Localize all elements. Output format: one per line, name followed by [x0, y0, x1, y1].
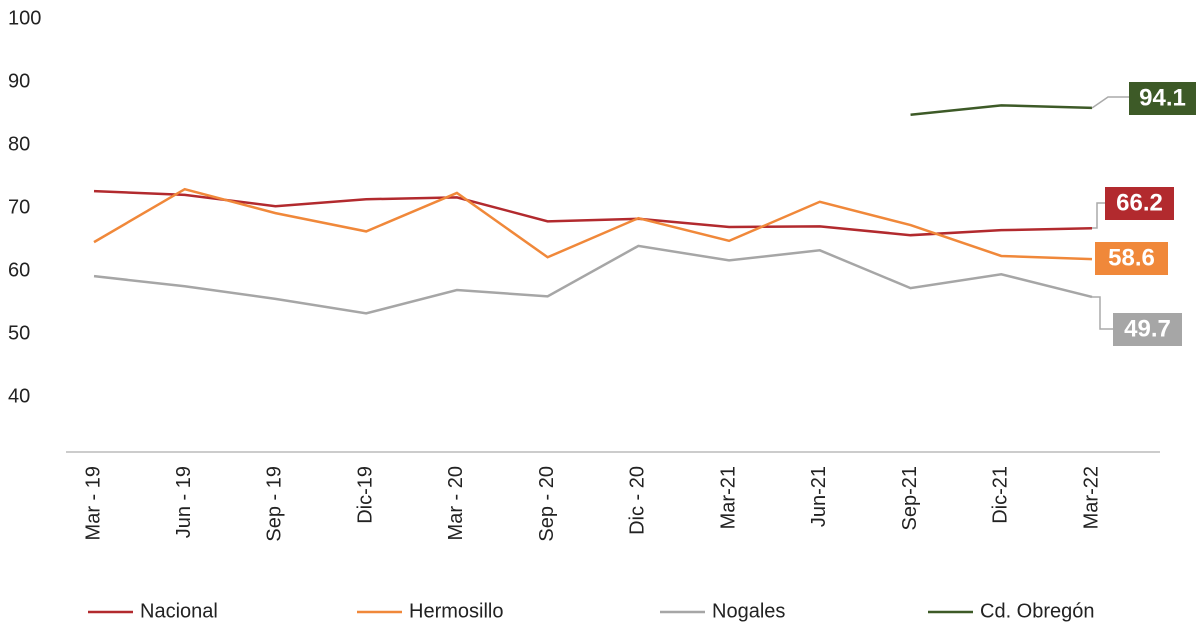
x-tick-label: Dic-19 [354, 466, 376, 524]
end-label: 49.7 [1124, 315, 1171, 342]
x-tick-label: Jun - 19 [173, 466, 195, 538]
y-tick-label: 60 [8, 259, 30, 281]
callout-line [1091, 96, 1129, 109]
x-tick-label: Mar - 19 [82, 466, 104, 540]
end-label: 94.1 [1139, 84, 1186, 111]
callout-line [1092, 202, 1105, 229]
y-tick-label: 90 [8, 70, 30, 92]
y-tick-label: 50 [8, 322, 30, 344]
end-label-box [1129, 82, 1196, 115]
series-line [910, 104, 1093, 117]
x-tick-label: Sep-21 [899, 466, 921, 531]
x-tick-label: Sep - 19 [264, 466, 286, 542]
x-tick-label: Jun-21 [808, 466, 830, 527]
y-tick-label: 100 [8, 7, 41, 29]
legend-label: Hermosillo [409, 600, 503, 622]
end-label: 58.6 [1108, 244, 1155, 271]
series-line [93, 187, 1093, 261]
callout-line [1092, 296, 1113, 330]
x-tick-label: Dic - 20 [627, 466, 649, 535]
end-label: 66.2 [1116, 189, 1163, 216]
legend-label: Nacional [140, 600, 218, 622]
end-label-box [1105, 187, 1174, 220]
legend-label: Cd. Obregón [980, 600, 1095, 622]
y-tick-label: 80 [8, 133, 30, 155]
x-tick-label: Mar-21 [717, 466, 739, 529]
x-tick-label: Mar-22 [1080, 466, 1102, 529]
y-tick-label: 70 [8, 196, 30, 218]
end-label-box [1095, 242, 1168, 275]
series-line [93, 244, 1093, 315]
x-tick-label: Sep - 20 [536, 466, 558, 542]
series-line [93, 189, 1093, 237]
legend-label: Nogales [712, 600, 785, 622]
x-tick-label: Dic-21 [990, 466, 1012, 524]
y-tick-label: 40 [8, 385, 30, 407]
x-tick-label: Mar - 20 [445, 466, 467, 540]
end-label-box [1113, 313, 1182, 346]
